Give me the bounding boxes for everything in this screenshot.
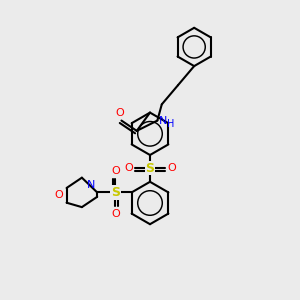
Text: O: O — [111, 166, 120, 176]
Text: O: O — [167, 163, 176, 173]
Text: S: S — [111, 186, 120, 199]
Text: O: O — [116, 108, 124, 118]
Text: S: S — [146, 162, 154, 175]
Text: N: N — [159, 116, 167, 126]
Text: H: H — [167, 119, 174, 129]
Text: O: O — [111, 208, 120, 219]
Text: N: N — [87, 180, 96, 190]
Text: O: O — [124, 163, 133, 173]
Text: O: O — [54, 190, 63, 200]
